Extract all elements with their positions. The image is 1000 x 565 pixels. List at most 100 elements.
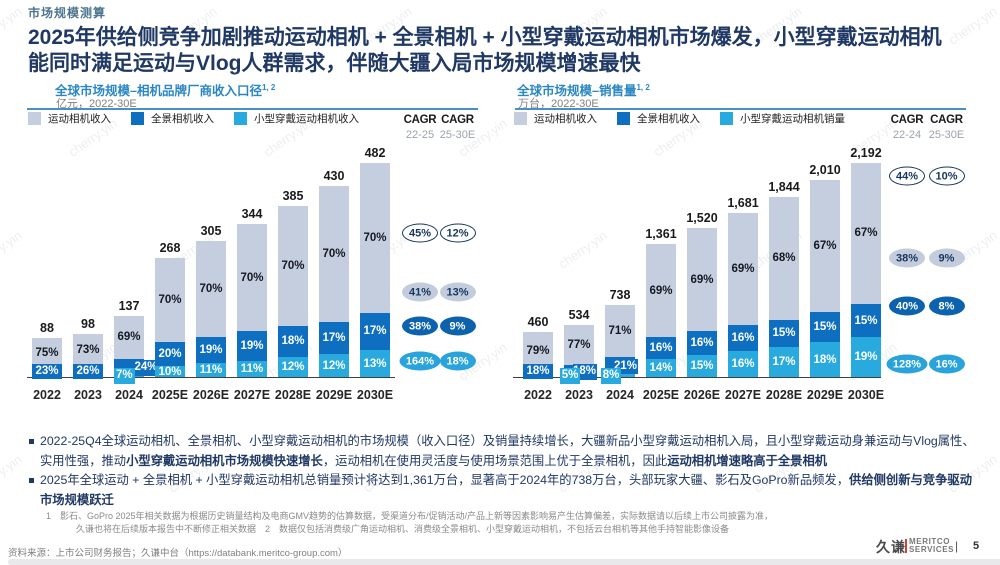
legend-label: 全景相机收入 xyxy=(151,113,214,125)
logo-en-line1: MERITCO xyxy=(909,537,951,546)
cagr-header: CAGR xyxy=(930,114,963,126)
bottom-strip xyxy=(8,559,1000,565)
bar-total-label: 738 xyxy=(609,288,631,303)
bar-segment-panoramic xyxy=(278,325,308,357)
bar-label-wearable: 12% xyxy=(281,361,305,374)
x-axis-label: 2027E xyxy=(233,388,271,402)
bar-segment-panoramic xyxy=(237,331,267,361)
cagr-header: CAGR xyxy=(890,114,924,126)
chart-title: 全球市场规模–销售量1, 2 xyxy=(517,80,650,99)
bar-label-panoramic: 15% xyxy=(854,314,878,327)
cagr-header: CAGR xyxy=(403,114,437,126)
cagr-oval: 40% xyxy=(889,296,925,316)
cagr-period: 22-24 xyxy=(892,129,922,141)
x-axis-label: 2026E xyxy=(192,388,230,402)
x-axis-label: 2022 xyxy=(33,388,61,402)
bullet-item: 2022-25Q4全球运动相机、全景相机、小型穿戴运动相机的市场规模（收入口径）… xyxy=(28,432,980,471)
bar-label-panoramic: 15% xyxy=(813,321,837,334)
bar-label-action: 69% xyxy=(649,284,673,297)
bar-label-action: 70% xyxy=(363,231,387,244)
bar-segment-wearable xyxy=(319,354,349,378)
legend-label: 小型穿戴运动相机销量 xyxy=(740,113,845,125)
x-axis-label: 2030E xyxy=(356,388,394,402)
bar-label-wearable: 17% xyxy=(772,356,796,369)
bar-segment-action xyxy=(196,241,226,337)
x-axis-label: 2023 xyxy=(74,388,102,402)
x-axis-label: 2024 xyxy=(606,388,634,402)
bar-label-action: 71% xyxy=(608,324,632,337)
cagr-oval: 38% xyxy=(889,248,925,268)
x-axis-label: 2024 xyxy=(115,388,143,402)
bar-total-label: 1,844 xyxy=(768,179,800,194)
bar-segment-action xyxy=(810,180,840,313)
legend-swatch xyxy=(720,112,733,125)
bar-total-label: 460 xyxy=(527,315,549,330)
x-axis-label: 2026E xyxy=(683,388,721,402)
x-axis-label: 2030E xyxy=(847,388,885,402)
page-title: 2025年供给侧竞争加剧推动运动相机 + 全景相机 + 小型穿戴运动相机市场爆发… xyxy=(28,25,988,76)
bar-label-panoramic: 16% xyxy=(649,342,673,355)
cagr-oval: 9% xyxy=(928,248,965,268)
bullet-text-bold: 小型穿戴运动相机市场规模快速增长 xyxy=(126,453,323,468)
bar-label-action: 70% xyxy=(240,271,264,284)
bar-label-panoramic: 16% xyxy=(690,337,714,350)
bar-segment-action xyxy=(237,224,267,332)
cagr-oval: 38% xyxy=(402,316,438,336)
source-line: 资料来源：上市公司财务报告；久谦中台（https://databank.meri… xyxy=(8,548,348,559)
legend-swatch xyxy=(514,112,527,125)
bar-label-panoramic: 19% xyxy=(240,340,264,353)
logo-en-line2: SERVICES xyxy=(909,544,955,554)
cagr-period: 25-30E xyxy=(439,129,476,141)
bullet-text-bold: 供给侧创新与竞争驱动市场规模跃迁 xyxy=(40,473,972,507)
bar-segment-wearable xyxy=(155,365,185,378)
bar-label-panoramic: 15% xyxy=(772,327,796,340)
bar-label-action: 79% xyxy=(526,344,550,357)
bar-label-wearable: 8% xyxy=(601,368,621,384)
bar-segment-action xyxy=(278,205,308,326)
watermark-text: cherry.yin xyxy=(0,451,25,496)
bar-segment-panoramic xyxy=(360,313,390,350)
page-number: 5 xyxy=(973,540,980,552)
bullet-text: 2022-25Q4全球运动相机、全景相机、小型穿戴运动相机的市场规模（收入口径）… xyxy=(40,434,975,468)
bar-segment-panoramic xyxy=(851,304,881,337)
watermark-text: cherry.yin xyxy=(0,3,25,48)
bar-label-wearable: 11% xyxy=(199,364,223,377)
bar-label-action: 70% xyxy=(158,293,182,306)
cagr-oval: 16% xyxy=(928,354,965,374)
bullet-marker xyxy=(29,439,34,444)
bar-label-panoramic: 20% xyxy=(158,347,182,360)
bar-label-wearable: 19% xyxy=(854,351,878,364)
bar-total-label: 88 xyxy=(40,321,54,336)
bar-segment-action xyxy=(155,257,185,342)
bar-total-label: 305 xyxy=(200,224,222,239)
bar-segment-wearable xyxy=(278,356,308,378)
bar-segment-action xyxy=(114,316,144,359)
bar-label-action: 73% xyxy=(76,343,100,356)
cagr-oval: 41% xyxy=(402,282,438,302)
cagr-oval: 45% xyxy=(402,223,438,243)
legend-label: 全景相机收入 xyxy=(637,113,700,125)
bar-label-wearable: 15% xyxy=(690,360,714,373)
bar-segment-wearable xyxy=(851,336,881,378)
bar-label-action: 70% xyxy=(281,259,305,272)
x-axis-label: 2028E xyxy=(765,388,803,402)
cagr-oval: 13% xyxy=(439,282,476,302)
legend-swatch xyxy=(234,112,247,125)
bar-segment-wearable xyxy=(646,358,676,378)
logo-cn: 久谦 xyxy=(876,539,906,555)
bar-total-label: 2,192 xyxy=(850,145,882,160)
bar-label-panoramic: 16% xyxy=(731,331,755,344)
bar-segment-wearable xyxy=(237,360,267,378)
chart-title-superscript: 1, 2 xyxy=(636,82,650,92)
cagr-period: 22-25 xyxy=(405,129,435,141)
bar-label-wearable: 14% xyxy=(649,362,673,375)
legend: 运动相机收入 全景相机收入 小型穿戴运动相机销量 xyxy=(514,111,865,126)
bar-segment-action xyxy=(319,185,349,322)
legend-swatch xyxy=(617,112,630,125)
bar-segment-action xyxy=(728,212,758,325)
bar-label-action: 69% xyxy=(117,331,141,344)
bar-label-action: 70% xyxy=(199,283,223,296)
bar-label-panoramic: 19% xyxy=(199,343,223,356)
chart-subtitle: 万台，2022-30E xyxy=(518,98,599,110)
bar-total-label: 1,681 xyxy=(727,195,759,210)
